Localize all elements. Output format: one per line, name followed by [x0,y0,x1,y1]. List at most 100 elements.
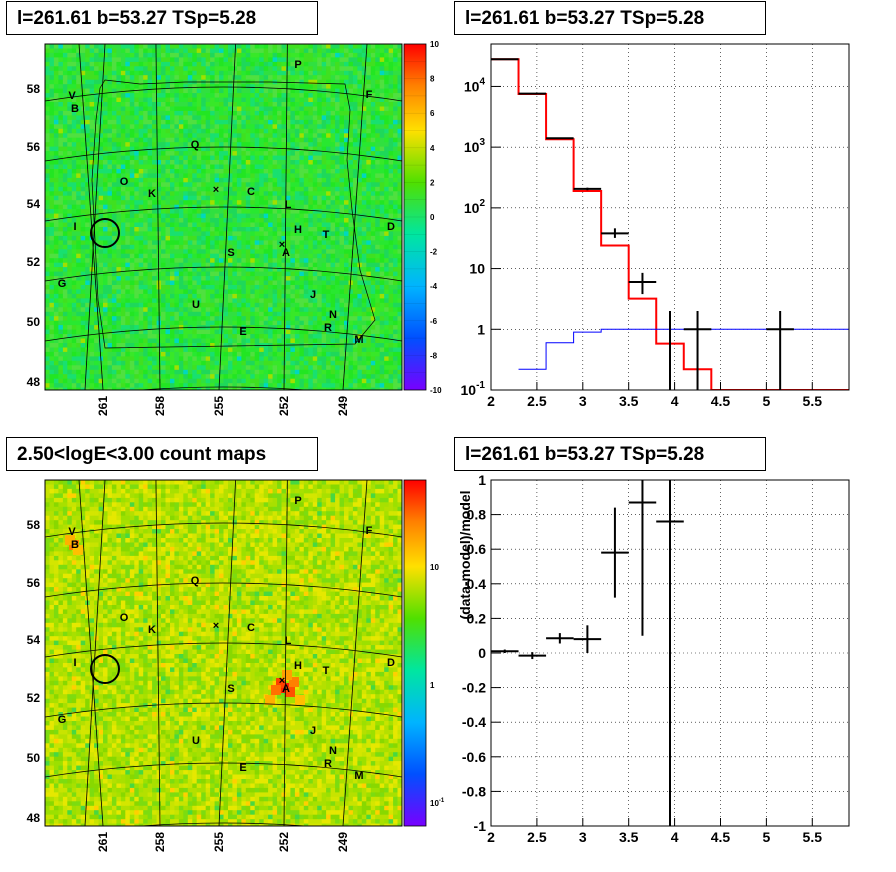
map-pixel [49,57,55,63]
map-pixel [393,146,398,152]
map-pixel [384,267,389,272]
map-pixel [326,271,331,277]
map-pixel [116,79,122,85]
map-pixel [143,124,148,130]
map-pixel [214,249,220,255]
map-pixel [366,289,372,295]
map-pixel [361,195,367,201]
map-pixel [330,119,336,125]
map-pixel [299,276,305,281]
map-pixel [223,88,229,94]
map-pixel [120,227,126,232]
map-pixel [241,302,247,308]
map-pixel [67,240,73,246]
map-pixel [228,231,233,237]
map-pixel [308,307,314,313]
map-pixel [85,267,90,272]
map-pixel [80,293,86,299]
map-pixel [143,276,148,281]
map-pixel [219,61,224,67]
map-pixel [379,253,385,259]
map-pixel [125,133,131,139]
map-pixel [45,106,50,112]
map-pixel [290,102,296,107]
map-pixel [192,142,198,147]
map-pixel [241,311,247,317]
map-pixel [339,146,345,152]
map-pixel [228,115,233,121]
map-pixel [152,293,157,299]
map-pixel [366,195,372,201]
map-pixel [366,298,372,304]
map-pixel [286,137,291,143]
map-pixel [294,84,300,89]
map-pixel [388,155,394,161]
map-pixel [326,119,331,125]
map-pixel [143,155,148,161]
map-pixel [259,115,264,121]
map-pixel [134,66,140,72]
map-pixel [236,316,242,321]
map-pixel [174,102,180,107]
map-pixel [375,258,380,263]
map-pixel [312,164,318,170]
map-pixel [187,119,193,125]
map-pixel [330,267,336,272]
map-pixel [147,186,153,192]
map-pixel [67,133,73,139]
map-pixel [80,222,86,228]
map-pixel [134,289,140,295]
map-pixel [94,88,99,94]
map-pixel [335,204,340,210]
map-pixel [98,302,104,308]
map-pixel [138,169,144,174]
map-pixel [254,285,260,290]
map-pixel [290,52,296,58]
map-pixel [53,48,59,54]
map-pixel [129,93,135,98]
map-pixel [129,307,135,313]
map-pixel [120,231,126,237]
map-pixel [326,52,331,58]
map-pixel [299,128,305,134]
map-pixel [384,160,389,165]
map-pixel [89,280,95,286]
map-pixel [384,57,389,63]
map-pixel [219,293,224,299]
map-pixel [138,151,144,156]
map-pixel [45,267,50,272]
map-pixel [174,169,180,174]
map-pixel [49,231,55,237]
map-pixel [308,293,314,299]
map-pixel [370,222,376,228]
map-pixel [94,320,99,326]
map-pixel [259,164,264,170]
map-pixel [80,302,86,308]
map-pixel [134,182,140,188]
map-pixel [308,93,314,98]
map-pixel [303,200,309,205]
map-pixel [152,258,157,263]
map-pixel [219,88,224,94]
map-pixel [116,151,122,156]
map-pixel [241,267,247,272]
map-pixel [375,186,380,192]
map-pixel [370,186,376,192]
map-pixel [210,75,215,80]
map-pixel [357,124,363,130]
map-pixel [94,146,99,152]
map-pixel [170,311,175,317]
map-pixel [62,57,68,63]
map-pixel [170,110,175,116]
map-pixel [326,137,331,143]
map-pixel [80,200,86,205]
map-pixel [268,298,273,304]
map-pixel [103,298,108,304]
map-pixel [62,293,68,299]
map-pixel [236,128,242,134]
map-pixel [352,133,358,139]
map-pixel [250,44,256,49]
map-pixel [317,289,322,295]
map-pixel [339,164,345,170]
map-pixel [107,262,113,268]
